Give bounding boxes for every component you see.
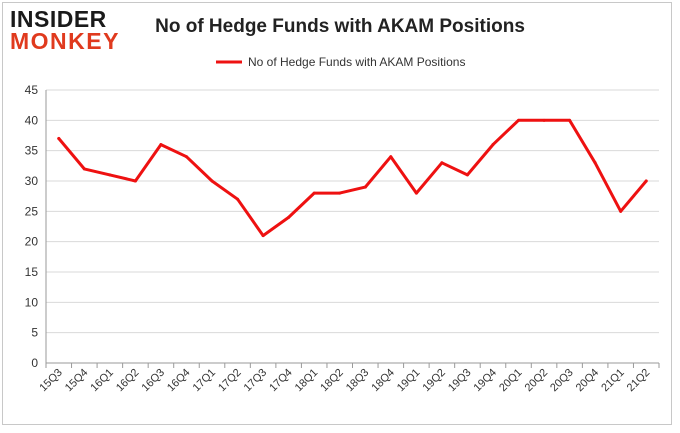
x-tick-label: 20Q3 — [548, 367, 576, 395]
x-tick-label: 19Q1 — [395, 367, 423, 395]
grid-lines — [46, 89, 659, 334]
x-tick-label: 20Q2 — [523, 367, 551, 395]
x-tick-label: 18Q2 — [318, 367, 346, 395]
x-tick-label: 20Q1 — [497, 367, 525, 395]
data-point — [287, 215, 291, 219]
data-point — [593, 161, 597, 165]
y-tick-label: 35 — [25, 144, 39, 158]
x-tick-label: 18Q1 — [293, 367, 321, 395]
logo-line-2: MONKEY — [10, 28, 120, 54]
x-tick-label: 16Q3 — [140, 367, 168, 395]
x-tick-label: 15Q3 — [37, 367, 65, 395]
data-point — [619, 209, 623, 213]
y-tick-label: 30 — [25, 174, 39, 188]
data-point — [542, 118, 546, 122]
data-point — [568, 118, 572, 122]
x-tick-labels: 15Q315Q416Q116Q216Q316Q417Q117Q217Q317Q4… — [37, 367, 652, 395]
y-tick-label: 40 — [25, 113, 39, 127]
axes — [45, 90, 660, 368]
x-tick-label: 16Q2 — [114, 367, 142, 395]
y-tick-labels: 0 5 10 15 20 25 30 35 40 45 — [25, 83, 39, 370]
x-tick-label: 19Q4 — [472, 367, 500, 395]
data-point — [414, 191, 418, 195]
data-point — [389, 155, 393, 159]
legend: No of Hedge Funds with AKAM Positions — [216, 55, 465, 69]
data-point — [82, 167, 86, 171]
legend-label: No of Hedge Funds with AKAM Positions — [248, 55, 465, 69]
y-tick-label: 5 — [31, 326, 38, 340]
chart-title: No of Hedge Funds with AKAM Positions — [155, 16, 525, 37]
data-point — [491, 143, 495, 147]
y-tick-label: 25 — [25, 204, 39, 218]
data-point — [236, 197, 240, 201]
data-point — [108, 173, 112, 177]
x-tick-label: 19Q3 — [446, 367, 474, 395]
data-point — [644, 179, 648, 183]
x-tick-label: 18Q4 — [369, 367, 397, 395]
x-tick-label: 19Q2 — [420, 367, 448, 395]
y-tick-label: 0 — [31, 356, 38, 370]
x-tick-label: 16Q1 — [88, 367, 116, 395]
data-point — [338, 191, 342, 195]
series-line — [57, 118, 648, 238]
logo-line-1: INSIDER — [10, 6, 107, 32]
insider-monkey-logo: INSIDER MONKEY — [10, 8, 128, 56]
data-point — [440, 161, 444, 165]
chart-frame — [2, 2, 672, 425]
x-tick-label: 17Q3 — [242, 367, 270, 395]
x-tick-label: 17Q1 — [191, 367, 219, 395]
series-group — [57, 118, 648, 238]
x-tick-label: 15Q4 — [63, 367, 91, 395]
y-tick-label: 45 — [25, 83, 39, 97]
x-tick-label: 18Q3 — [344, 367, 372, 395]
x-tick-label: 17Q2 — [216, 367, 244, 395]
data-point — [363, 185, 367, 189]
y-tick-label: 15 — [25, 265, 39, 279]
data-point — [517, 118, 521, 122]
data-point — [261, 234, 265, 238]
data-point — [312, 191, 316, 195]
data-point — [133, 179, 137, 183]
data-point — [210, 179, 214, 183]
data-point — [184, 155, 188, 159]
x-tick-label: 17Q4 — [267, 367, 295, 395]
y-tick-label: 10 — [25, 295, 39, 309]
x-tick-label: 16Q4 — [165, 367, 193, 395]
data-point — [159, 143, 163, 147]
data-point — [57, 137, 61, 141]
y-tick-label: 20 — [25, 235, 39, 249]
data-point — [465, 173, 469, 177]
x-tick-label: 20Q4 — [574, 367, 602, 395]
x-tick-label: 21Q1 — [599, 367, 627, 395]
x-tick-label: 21Q2 — [625, 367, 653, 395]
